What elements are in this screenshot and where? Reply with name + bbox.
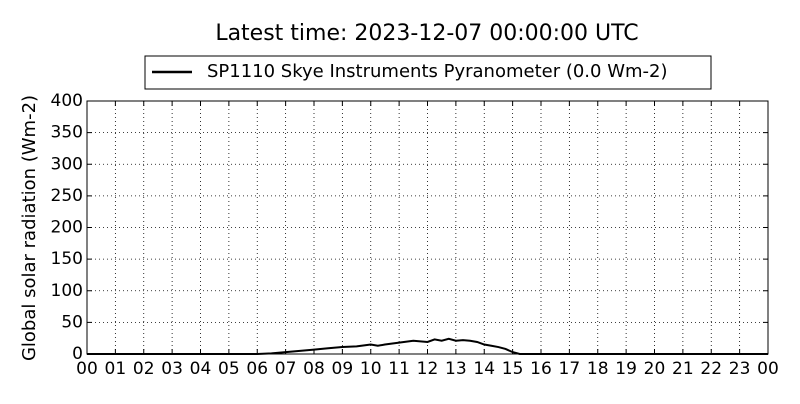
y-tick-label: 250 — [51, 186, 83, 206]
x-tick-label: 19 — [615, 359, 637, 379]
plot-frame — [86, 100, 769, 355]
y-tick-label: 0 — [72, 344, 83, 364]
x-tick-label: 01 — [105, 359, 127, 379]
x-tick-label: 14 — [473, 359, 495, 379]
x-tick-label: 09 — [332, 359, 354, 379]
legend-label: SP1110 Skye Instruments Pyranometer (0.0… — [207, 61, 668, 82]
x-tick-label: 17 — [559, 359, 581, 379]
x-tick-label: 15 — [502, 359, 524, 379]
y-tick-label: 400 — [51, 91, 83, 111]
y-tick-label: 300 — [51, 154, 83, 174]
x-tick-label: 03 — [161, 359, 183, 379]
y-tick-label: 150 — [51, 249, 83, 269]
x-tick-label: 04 — [190, 359, 212, 379]
x-tick-label: 13 — [445, 359, 467, 379]
x-tick-label: 23 — [729, 359, 751, 379]
x-tick-label: 02 — [133, 359, 155, 379]
x-tick-label: 10 — [360, 359, 382, 379]
x-tick-label: 00 — [757, 359, 779, 379]
chart-title: Latest time: 2023-12-07 00:00:00 UTC — [215, 21, 638, 46]
y-tick-label: 200 — [51, 218, 83, 238]
x-tick-label: 18 — [587, 359, 609, 379]
y-axis-label: Global solar radiation (Wm-2) — [19, 95, 40, 361]
x-tick-label: 12 — [417, 359, 439, 379]
x-tick-label: 21 — [672, 359, 694, 379]
x-tick-label: 05 — [218, 359, 240, 379]
legend-box — [144, 55, 712, 90]
x-tick-label: 08 — [303, 359, 325, 379]
x-tick-label: 16 — [530, 359, 552, 379]
y-tick-label: 100 — [51, 281, 83, 301]
y-tick-label: 350 — [51, 123, 83, 143]
x-tick-label: 20 — [644, 359, 666, 379]
x-tick-label: 00 — [76, 359, 98, 379]
x-tick-label: 06 — [246, 359, 268, 379]
x-tick-label: 22 — [700, 359, 722, 379]
data-line — [87, 337, 768, 355]
x-tick-label: 11 — [388, 359, 410, 379]
x-tick-label: 07 — [275, 359, 297, 379]
y-tick-label: 50 — [61, 312, 83, 332]
